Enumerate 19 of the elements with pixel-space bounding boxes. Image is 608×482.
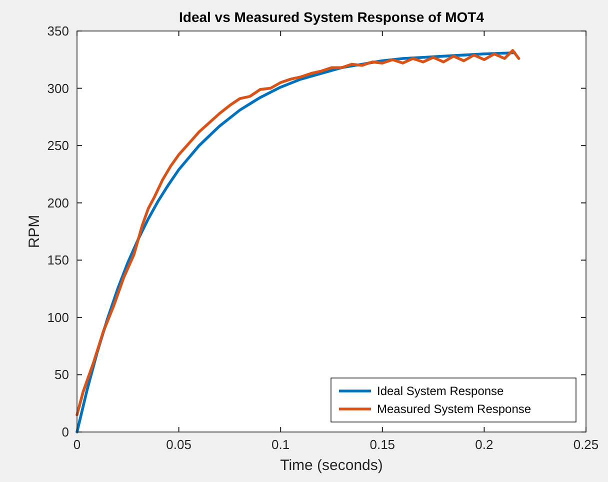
x-tick-label: 0.25 xyxy=(573,437,599,452)
y-tick-label: 350 xyxy=(47,24,69,38)
x-tick-label: 0.05 xyxy=(166,437,192,452)
legend-label: Ideal System Response xyxy=(377,384,504,398)
x-tick-label: 0 xyxy=(73,437,81,452)
y-tick-label: 0 xyxy=(62,424,69,440)
x-axis-title: Time (seconds) xyxy=(280,457,383,474)
x-tick-label: 0.1 xyxy=(272,437,290,452)
x-tick-label: 0.2 xyxy=(475,437,494,452)
y-tick-label: 250 xyxy=(47,138,69,154)
chart-title: Ideal vs Measured System Response of MOT4 xyxy=(179,9,484,25)
y-axis-title: RPM xyxy=(26,214,43,248)
y-tick-label: 200 xyxy=(47,195,69,210)
y-tick-label: 100 xyxy=(47,310,69,325)
y-tick-label: 300 xyxy=(47,80,69,96)
y-tick-label: 50 xyxy=(54,367,69,382)
y-tick-label: 150 xyxy=(47,252,69,268)
legend-label: Measured System Response xyxy=(377,402,532,416)
x-tick-label: 0.15 xyxy=(370,437,396,452)
